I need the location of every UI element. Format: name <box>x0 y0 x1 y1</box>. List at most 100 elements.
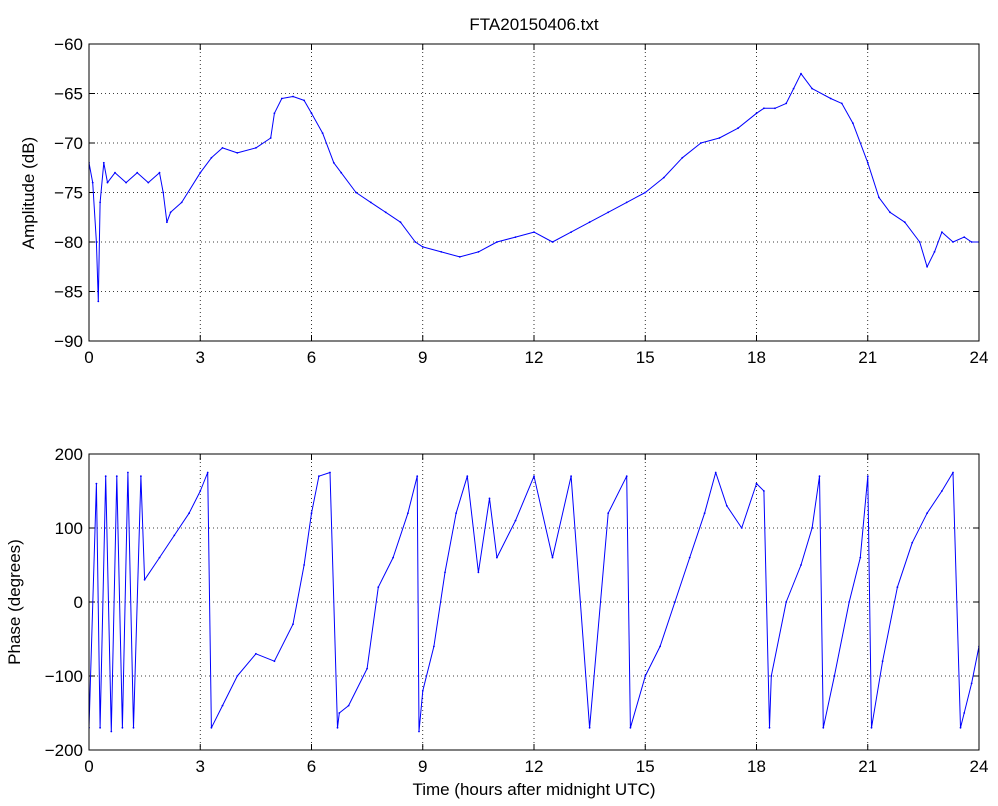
data-point <box>399 221 402 224</box>
data-point <box>551 556 554 559</box>
data-point <box>303 564 305 566</box>
x-tick-label: 21 <box>858 757 877 776</box>
data-point <box>329 471 331 474</box>
data-point <box>785 601 788 603</box>
data-point <box>132 726 135 729</box>
data-point <box>199 490 202 492</box>
x-tick-label: 21 <box>858 348 877 367</box>
y-tick-label: −65 <box>54 85 83 104</box>
amplitude-panel: FTA20150406.txt Amplitude (dB) 0 3 6 9 12 15 1… <box>19 15 988 367</box>
data-point <box>162 191 165 194</box>
data-point <box>136 171 139 174</box>
data-point <box>355 191 357 194</box>
x-tick-label: 3 <box>196 757 205 776</box>
data-point <box>952 241 954 243</box>
data-point <box>114 171 116 174</box>
data-point <box>321 132 324 135</box>
data-point <box>99 726 101 729</box>
data-point <box>347 704 350 707</box>
data-point <box>488 497 491 500</box>
data-point <box>674 601 676 603</box>
data-point <box>718 137 721 139</box>
data-point <box>570 231 572 234</box>
data-point <box>369 201 372 204</box>
x-tick-label: 3 <box>196 348 205 367</box>
data-point <box>466 475 469 478</box>
data-point <box>952 471 954 474</box>
data-point <box>725 504 728 507</box>
data-point <box>755 482 758 485</box>
data-point <box>659 645 661 648</box>
data-point <box>703 512 706 515</box>
data-point <box>110 730 113 733</box>
data-point <box>255 652 257 655</box>
data-point <box>768 726 771 729</box>
data-point <box>210 156 213 159</box>
y-tick-label: 100 <box>55 519 83 538</box>
data-point <box>458 256 461 258</box>
data-point <box>332 161 335 164</box>
x-tick-label: 0 <box>84 348 93 367</box>
data-point <box>416 475 419 478</box>
data-point <box>121 726 124 729</box>
data-point <box>421 689 424 692</box>
data-point <box>688 556 691 559</box>
data-point <box>366 667 368 670</box>
data-point <box>210 726 213 729</box>
data-point <box>496 556 498 559</box>
y-tick-label: −70 <box>54 134 83 153</box>
data-point <box>833 675 836 677</box>
data-point <box>455 512 457 515</box>
data-point <box>199 171 202 174</box>
x-axis-label: Time (hours after midnight UTC) <box>412 780 655 799</box>
data-point <box>644 675 647 677</box>
data-point <box>963 236 966 239</box>
y-tick-label: −75 <box>54 184 83 203</box>
data-point <box>340 171 343 174</box>
data-point <box>700 142 702 144</box>
data-point <box>681 156 684 159</box>
data-point <box>763 107 765 110</box>
x-tick-label: 6 <box>307 348 316 367</box>
data-point <box>269 137 272 139</box>
data-point <box>818 475 821 478</box>
data-point <box>418 730 420 733</box>
data-point <box>800 564 802 566</box>
data-point <box>588 726 591 729</box>
x-tick-label: 18 <box>747 757 766 776</box>
data-point <box>292 95 294 98</box>
data-point <box>811 87 813 90</box>
y-tick-label: −200 <box>45 741 83 760</box>
data-point <box>102 161 105 164</box>
data-point <box>221 147 224 149</box>
data-point <box>903 221 906 224</box>
data-point <box>570 475 572 478</box>
data-point <box>106 181 109 184</box>
data-point <box>918 241 921 243</box>
data-point <box>822 726 825 729</box>
data-point <box>625 201 628 204</box>
data-point <box>970 682 973 685</box>
data-point <box>800 72 802 75</box>
x-tick-label: 24 <box>970 348 989 367</box>
data-point <box>737 127 739 130</box>
y-tick-label: −80 <box>54 233 83 252</box>
x-tick-label: 9 <box>418 348 427 367</box>
data-point <box>881 660 884 663</box>
x-tick-label: 9 <box>418 757 427 776</box>
data-point <box>303 99 305 102</box>
x-tick-label: 15 <box>636 757 655 776</box>
data-point <box>97 300 100 303</box>
data-point <box>273 660 276 663</box>
x-tick-label: 12 <box>525 348 544 367</box>
data-point <box>236 152 239 154</box>
data-point <box>533 231 535 234</box>
data-point <box>878 196 880 199</box>
axes-frame <box>88 453 980 751</box>
data-point <box>477 251 480 253</box>
x-tick-label: 6 <box>307 757 316 776</box>
data-point <box>407 512 409 515</box>
data-point <box>551 241 554 243</box>
data-point <box>941 231 943 234</box>
amplitude-plot-area: 0 3 6 9 12 15 18 21 24 −90 −85 −80 −75 −70 −65 −60 <box>54 35 988 367</box>
